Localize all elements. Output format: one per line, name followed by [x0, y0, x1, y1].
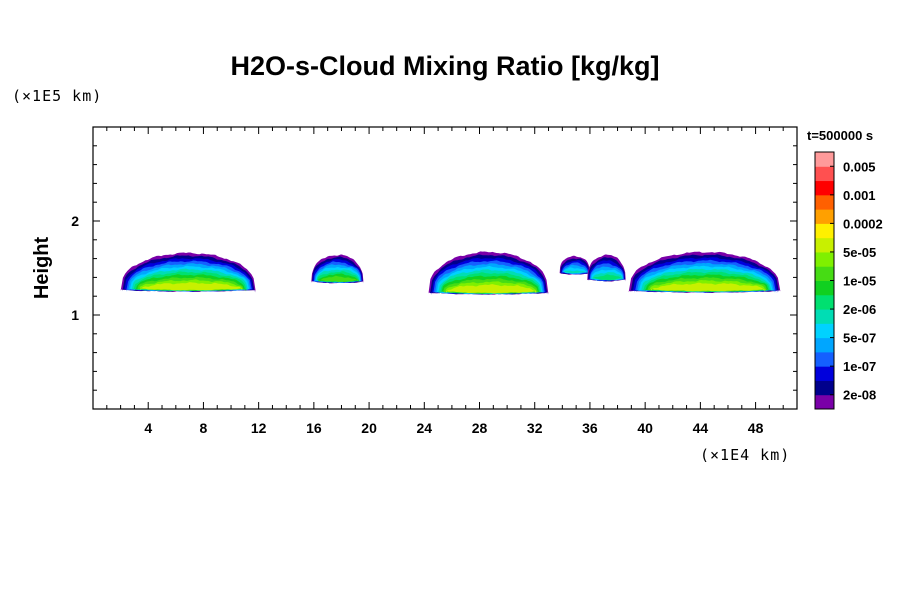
- cloud-region: [628, 251, 781, 294]
- cloud-contour: [446, 284, 536, 294]
- x-tick-label: 40: [637, 420, 653, 436]
- y-tick-labels: 12: [71, 213, 79, 323]
- x-tick-label: 4: [144, 420, 152, 436]
- plot-frame: [92, 126, 798, 410]
- colorbar-label: 0.001: [843, 188, 876, 203]
- colorbar-swatch: [815, 237, 834, 253]
- colorbar-swatch: [815, 323, 834, 339]
- colorbar-swatch: [815, 266, 834, 281]
- colorbar-label: 0.0002: [843, 216, 883, 231]
- axis-ticks: [93, 127, 797, 409]
- colorbar-swatch: [815, 251, 834, 267]
- colorbar-swatch: [815, 351, 834, 367]
- colorbar-label: 2e-06: [843, 302, 876, 317]
- colorbar-swatch: [815, 280, 834, 296]
- cloud-region: [428, 251, 549, 295]
- x-tick-labels: 4 8 12 16 20 24 28 32 36 40 44 48: [144, 420, 763, 436]
- time-label: t=500000 s: [807, 128, 873, 143]
- x-tick-label: 44: [693, 420, 709, 436]
- cloud-contour: [592, 274, 622, 281]
- colorbar-label: 5e-05: [843, 245, 876, 260]
- colorbar-labels: 2e-08 1e-07 5e-07 2e-06 1e-05 5e-05 0.0002 0.00…: [843, 159, 883, 402]
- x-tick-label: 24: [417, 420, 433, 436]
- colorbar-swatch: [815, 223, 834, 239]
- colorbar-swatch: [815, 180, 834, 196]
- cloud-contour: [318, 275, 358, 283]
- x-tick-label: 12: [251, 420, 267, 436]
- colorbar-swatch: [815, 294, 834, 310]
- x-tick-label: 36: [582, 420, 598, 436]
- colorbar-swatch: [815, 366, 834, 381]
- colorbar-label: 5e-07: [843, 331, 876, 346]
- cloud-region: [120, 252, 256, 293]
- colorbar-swatch: [815, 209, 834, 224]
- cloud-region: [559, 255, 590, 275]
- colorbar: [814, 151, 835, 410]
- colorbar-swatch: [815, 166, 834, 182]
- chart-title: H2O-s-Cloud Mixing Ratio [kg/kg]: [231, 51, 660, 81]
- x-tick-label: 8: [200, 420, 208, 436]
- colorbar-swatch: [815, 194, 834, 210]
- colorbar-label: 1e-05: [843, 274, 876, 289]
- cloud-region: [587, 254, 626, 282]
- colorbar-swatch: [815, 380, 834, 396]
- y-tick-label: 2: [71, 213, 79, 229]
- cloud-contour: [564, 270, 587, 274]
- colorbar-swatch: [815, 394, 834, 410]
- y-axis-label: Height: [31, 237, 53, 300]
- x-tick-label: 20: [361, 420, 377, 436]
- x-tick-label: 48: [748, 420, 764, 436]
- cloud-contour: [140, 282, 242, 291]
- colorbar-label: 1e-07: [843, 359, 876, 374]
- colorbar-label: 2e-08: [843, 388, 876, 403]
- x-tick-label: 16: [306, 420, 322, 436]
- plot-area: 4 8 12 16 20 24 28 32 36 40 44 48 12: [71, 126, 798, 436]
- colorbar-swatch: [815, 309, 834, 324]
- colorbar-swatch: [815, 152, 834, 167]
- colorbar-swatch: [815, 337, 834, 353]
- cloud-contour: [650, 282, 765, 292]
- cloud-region: [311, 254, 364, 284]
- x-tick-label: 32: [527, 420, 543, 436]
- x-unit-label: (×1E4 km): [700, 446, 790, 464]
- y-unit-label: (×1E5 km): [12, 87, 102, 105]
- x-tick-label: 28: [472, 420, 488, 436]
- cloud-field: [120, 251, 781, 295]
- y-tick-label: 1: [71, 307, 79, 323]
- colorbar-label: 0.005: [843, 159, 876, 174]
